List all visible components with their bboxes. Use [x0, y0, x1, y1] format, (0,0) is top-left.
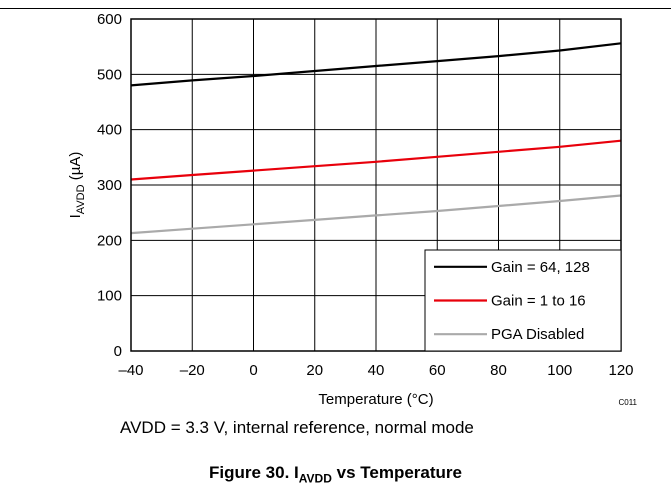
- series-line: [130, 194, 622, 235]
- x-tick-label: –40: [118, 362, 143, 379]
- x-tick-labels: –40 –20 0 20 40 60 80 100 120: [118, 362, 633, 379]
- plot-frame: [130, 18, 622, 352]
- x-tick-label: –20: [180, 362, 205, 379]
- legend-label: Gain = 1 to 16: [491, 293, 586, 310]
- y-axis-title-sub: AVDD: [75, 184, 87, 214]
- legend: Gain = 64, 128 Gain = 1 to 16 PGA Disabled: [424, 249, 622, 352]
- series-line: [130, 139, 622, 181]
- y-tick-labels: 0 100 200 300 400 500 600: [97, 11, 122, 360]
- x-tick-label: 40: [368, 362, 385, 379]
- x-tick-label: 60: [429, 362, 446, 379]
- series-lines: [130, 42, 622, 235]
- y-tick-label: 200: [97, 232, 122, 249]
- y-axis-title-unit: (µA): [67, 152, 84, 185]
- y-tick-label: 300: [97, 177, 122, 194]
- chart: –40 –20 0 20 40 60 80 100 120 0 100 200 300 400 500 60…: [67, 11, 638, 408]
- figure-title-suffix: vs Temperature: [331, 463, 462, 482]
- legend-label: Gain = 64, 128: [491, 259, 590, 276]
- x-tick-label: 100: [547, 362, 572, 379]
- figure-title-prefix: Figure 30. I: [209, 463, 299, 482]
- chart-code: C011: [618, 398, 637, 407]
- x-tick-label: 120: [608, 362, 633, 379]
- x-tick-label: 80: [490, 362, 507, 379]
- series-line: [130, 42, 622, 87]
- figure-title-sub: AVDD: [298, 471, 332, 486]
- y-axis-title: IAVDD (µA): [67, 152, 87, 219]
- figure-title: Figure 30. IAVDD vs Temperature: [0, 463, 671, 485]
- top-rule: [0, 8, 671, 9]
- legend-label: PGA Disabled: [491, 326, 584, 343]
- x-tick-label: 0: [249, 362, 257, 379]
- y-tick-label: 0: [114, 343, 122, 360]
- y-tick-label: 600: [97, 11, 122, 28]
- x-axis-title: Temperature (°C): [318, 391, 433, 408]
- y-tick-label: 100: [97, 288, 122, 305]
- condition-note: AVDD = 3.3 V, internal reference, normal…: [120, 418, 474, 437]
- x-tick-label: 20: [306, 362, 323, 379]
- y-tick-label: 400: [97, 122, 122, 139]
- y-axis-title-main: I: [67, 214, 84, 218]
- y-tick-label: 500: [97, 66, 122, 83]
